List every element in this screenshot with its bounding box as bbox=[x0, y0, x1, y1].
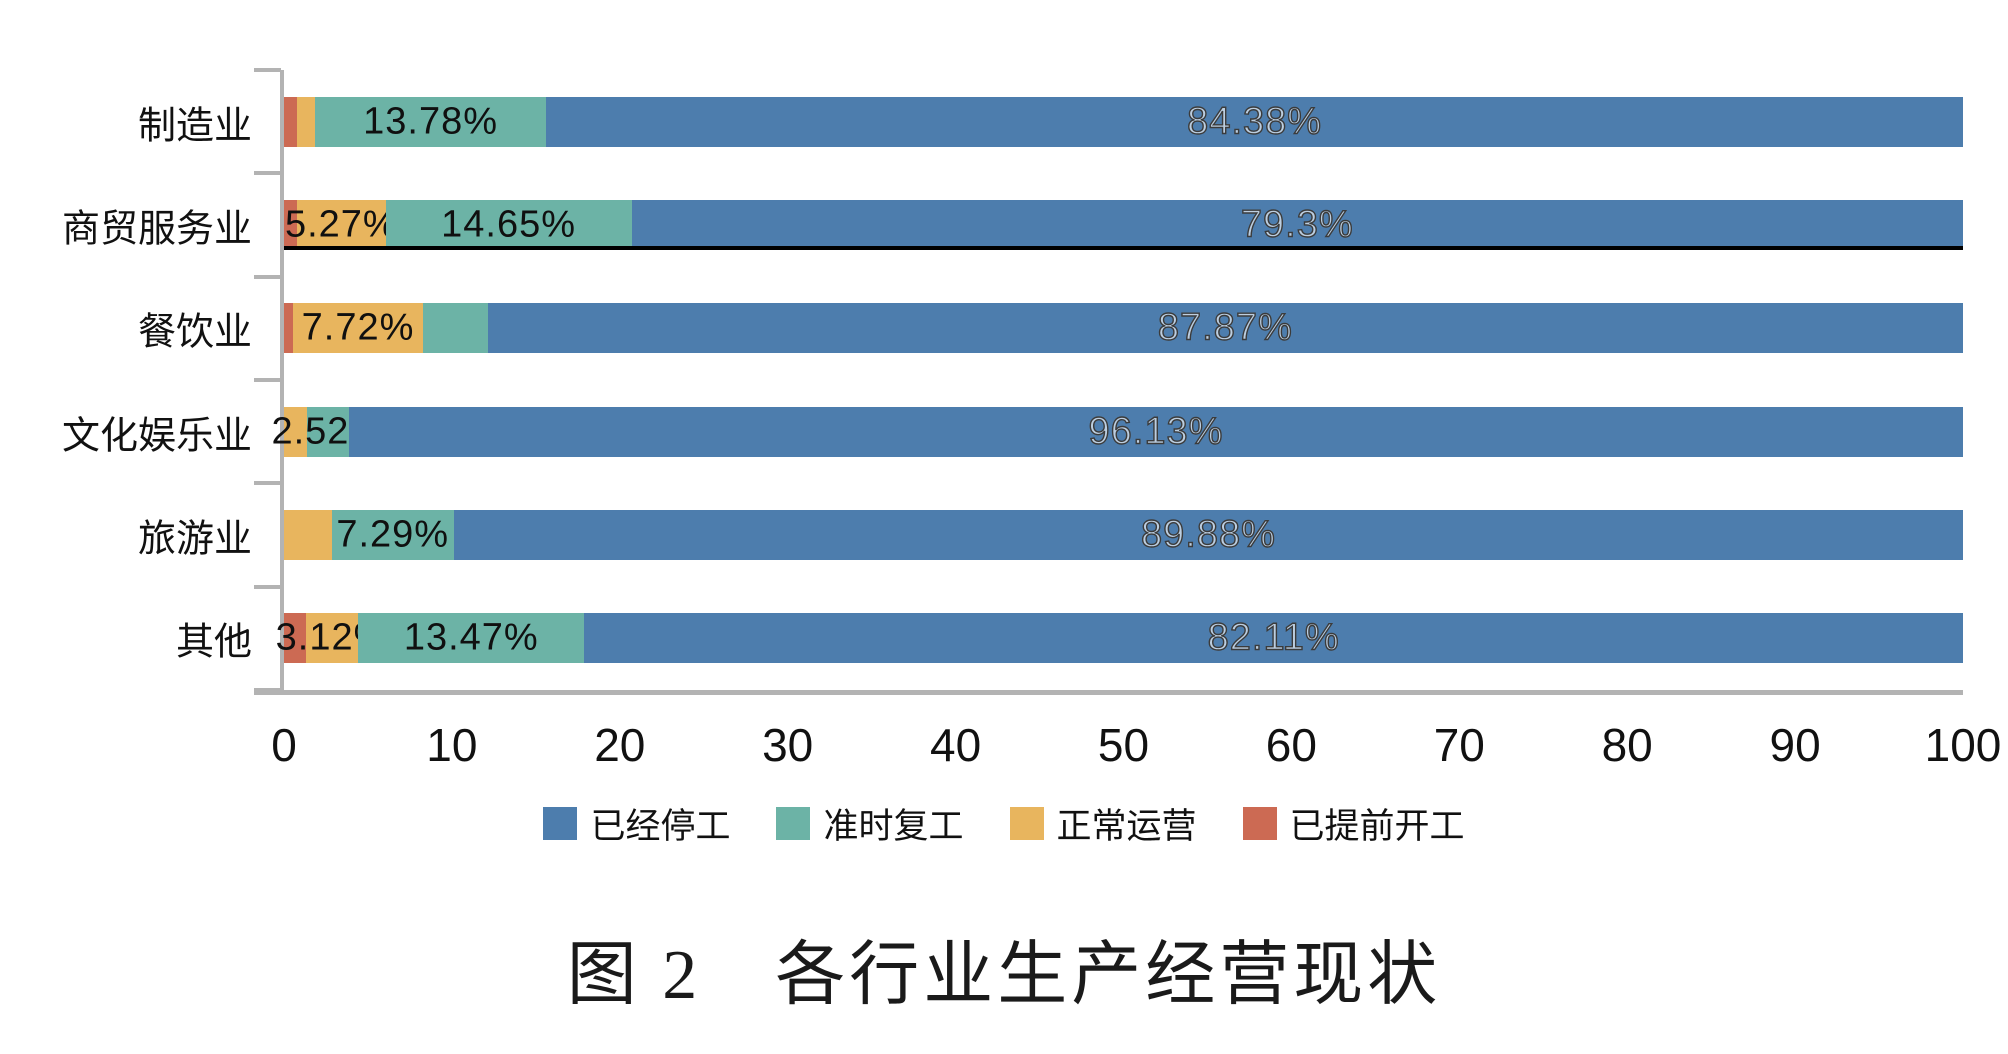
bar-segment bbox=[385, 199, 632, 250]
category-label: 商贸服务业 bbox=[61, 208, 252, 251]
bar-segment bbox=[631, 199, 1963, 250]
x-axis-tick-label: 90 bbox=[1769, 719, 1821, 771]
bar-row: 文化娱乐业 2.52% 96.13% bbox=[62, 380, 1963, 483]
x-axis-tick-label: 10 bbox=[426, 719, 478, 771]
bar-underline bbox=[284, 245, 1963, 250]
legend-swatch bbox=[543, 807, 578, 840]
bar-segment bbox=[305, 613, 359, 664]
legend-item: 已经停工 bbox=[543, 798, 730, 849]
segment-value-label: 5.27% bbox=[284, 203, 398, 246]
bar-segment bbox=[358, 613, 585, 664]
segment-value-label: 89.88% bbox=[1140, 513, 1276, 556]
x-axis-tick-label: 50 bbox=[1097, 719, 1150, 771]
bar-segment bbox=[284, 303, 294, 354]
segment-value-label: 7.72% bbox=[301, 306, 415, 349]
y-axis-tick bbox=[254, 274, 281, 279]
bar-row: 商贸服务业 5.27% 14.65% 79.3% bbox=[62, 173, 1963, 276]
y-axis-tick bbox=[254, 378, 281, 382]
segment-value-label: 79.3% bbox=[1240, 203, 1354, 246]
x-axis-tick-label: 40 bbox=[930, 719, 982, 771]
bar-segment bbox=[331, 509, 454, 560]
x-axis-tick-label: 30 bbox=[762, 719, 814, 771]
legend-swatch bbox=[1009, 807, 1044, 840]
bar-segment bbox=[293, 303, 423, 354]
bar-segment bbox=[487, 303, 1963, 354]
bar-segment bbox=[284, 96, 297, 147]
chart-caption: 图 2 各行业生产经营现状 bbox=[566, 937, 1442, 1014]
bar-segment bbox=[348, 406, 1963, 457]
bar-segment bbox=[584, 613, 1963, 664]
bar-segment bbox=[453, 509, 1963, 560]
legend-swatch bbox=[1242, 807, 1277, 840]
bar-row: 餐饮业 7.72% 87.87% bbox=[138, 277, 1963, 380]
segment-value-label: 84.38% bbox=[1186, 99, 1323, 143]
x-axis-tick-label: 0 bbox=[271, 719, 297, 771]
stacked-bar: 7.72% 87.87% bbox=[284, 303, 1963, 354]
bar-row: 其他 3.12% 13.47% 82.11% bbox=[176, 587, 1963, 690]
y-axis-tick bbox=[254, 481, 281, 486]
plot-rows: 制造业 13.78% 84.38% 商贸服务业 5.27% 14.65% 79.3% 餐饮业 7… bbox=[62, 68, 1963, 692]
bar-segment bbox=[284, 613, 306, 664]
stacked-bar: 2.52% 96.13% bbox=[271, 406, 1963, 457]
category-label: 餐饮业 bbox=[137, 311, 252, 354]
legend-item: 正常运营 bbox=[1009, 798, 1197, 849]
category-label: 文化娱乐业 bbox=[61, 415, 252, 458]
x-axis-tick-label: 100 bbox=[1924, 719, 2002, 771]
bar-segment bbox=[546, 96, 1963, 147]
legend-swatch bbox=[776, 807, 811, 840]
bar-segment bbox=[284, 199, 298, 250]
stacked-bar: 13.78% 84.38% bbox=[284, 96, 1963, 147]
bar-segment bbox=[422, 303, 488, 354]
y-axis-tick bbox=[254, 688, 281, 692]
category-label: 其他 bbox=[175, 621, 252, 664]
segment-value-label: 96.13% bbox=[1088, 409, 1224, 453]
legend-label: 准时复工 bbox=[823, 807, 964, 846]
chart-legend: 已经停工 准时复工 正常运营 已提前开工 bbox=[0, 798, 2008, 849]
segment-value-label: 7.29% bbox=[336, 513, 450, 556]
legend-label: 已经停工 bbox=[590, 807, 731, 846]
y-axis-tick bbox=[254, 68, 281, 72]
bar-segment bbox=[284, 406, 307, 457]
bar-segment bbox=[314, 96, 547, 147]
bar-segment bbox=[284, 509, 332, 560]
stacked-bar: 7.29% 89.88% bbox=[284, 509, 1963, 560]
legend-label: 已提前开工 bbox=[1289, 807, 1465, 846]
x-axis-tick-label: 60 bbox=[1265, 719, 1317, 771]
y-axis-tick bbox=[254, 171, 281, 176]
bar-segment bbox=[297, 199, 386, 250]
x-axis-line bbox=[254, 690, 1963, 695]
category-label: 旅游业 bbox=[137, 518, 252, 561]
x-axis-tick-label: 80 bbox=[1601, 719, 1653, 771]
segment-value-label: 14.65% bbox=[441, 203, 577, 246]
stacked-bar: 5.27% 14.65% 79.3% bbox=[284, 199, 1963, 250]
x-axis-tick-label: 20 bbox=[594, 719, 646, 771]
segment-value-label: 13.47% bbox=[403, 616, 539, 659]
legend-item: 准时复工 bbox=[776, 798, 964, 849]
bar-row: 制造业 13.78% 84.38% bbox=[138, 70, 1963, 173]
y-axis-tick bbox=[254, 584, 281, 589]
bar-segment bbox=[296, 96, 315, 147]
legend-label: 正常运营 bbox=[1056, 807, 1197, 846]
stacked-bar: 3.12% 13.47% 82.11% bbox=[276, 613, 1963, 664]
bar-segment bbox=[306, 406, 349, 457]
x-axis-tick-label: 70 bbox=[1433, 719, 1485, 771]
legend-item: 已提前开工 bbox=[1242, 798, 1465, 849]
segment-value-label: 87.87% bbox=[1157, 306, 1293, 349]
segment-value-label: 13.78% bbox=[363, 100, 499, 143]
y-axis-line bbox=[280, 70, 284, 694]
bar-row: 旅游业 7.29% 89.88% bbox=[138, 483, 1963, 586]
category-label: 制造业 bbox=[137, 105, 252, 148]
plot-area: 制造业 13.78% 84.38% 商贸服务业 5.27% 14.65% 79.3% 餐饮业 7… bbox=[62, 68, 2001, 771]
segment-value-label: 82.11% bbox=[1207, 616, 1340, 659]
